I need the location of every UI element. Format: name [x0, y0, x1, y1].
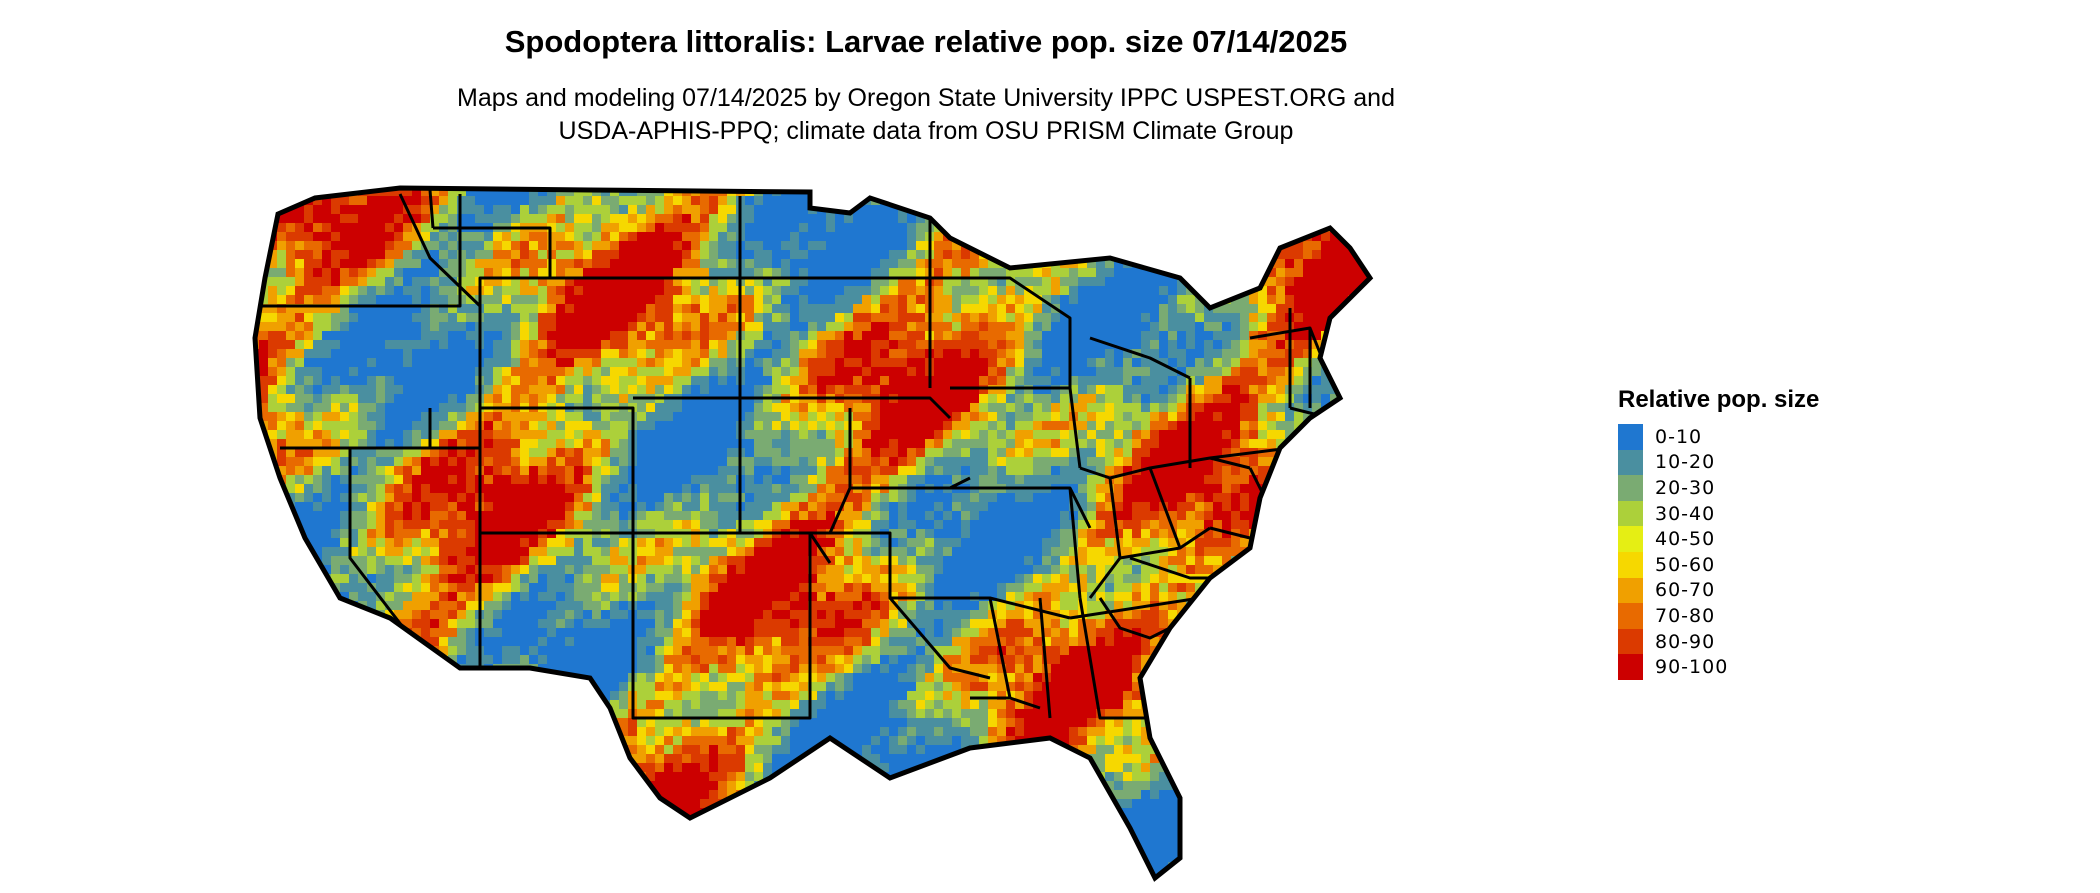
- legend-label: 70-80: [1655, 604, 1716, 627]
- legend-label: 10-20: [1655, 451, 1716, 474]
- map-subtitle-line-1: Maps and modeling 07/14/2025 by Oregon S…: [457, 84, 1395, 112]
- legend-swatch: [1618, 526, 1643, 552]
- legend-item: 10-20: [1618, 449, 1918, 476]
- legend-item: 50-60: [1618, 551, 1918, 578]
- legend-item: 60-70: [1618, 577, 1918, 604]
- map-subtitle-line-2: USDA-APHIS-PPQ; climate data from OSU PR…: [558, 117, 1294, 145]
- legend-label: 30-40: [1655, 502, 1716, 525]
- state-borders: [258, 189, 1332, 729]
- legend-label: 90-100: [1655, 656, 1729, 679]
- legend-item: 40-50: [1618, 526, 1918, 552]
- legend-swatch: [1618, 603, 1643, 629]
- legend-swatch: [1618, 628, 1643, 655]
- legend: Relative pop. size 0-10 10-20 20-30 30-40 40…: [1618, 386, 1918, 680]
- legend-swatch: [1618, 475, 1643, 501]
- legend-item: 30-40: [1618, 500, 1918, 527]
- legend-item: 0-10: [1618, 424, 1918, 450]
- legend-swatch: [1618, 654, 1643, 680]
- legend-label: 60-70: [1655, 579, 1716, 602]
- legend-items: 0-10 10-20 20-30 30-40 40-50 50-60 60-70 70-80 8…: [1618, 424, 1918, 680]
- legend-swatch: [1618, 551, 1643, 578]
- legend-label: 20-30: [1655, 476, 1716, 499]
- legend-swatch: [1618, 449, 1643, 476]
- us-map: [250, 178, 1610, 893]
- legend-item: 80-90: [1618, 628, 1918, 655]
- legend-title: Relative pop. size: [1618, 386, 1820, 413]
- legend-label: 0-10: [1655, 425, 1703, 448]
- legend-item: 20-30: [1618, 475, 1918, 501]
- legend-swatch: [1618, 500, 1643, 527]
- legend-label: 40-50: [1655, 528, 1716, 551]
- legend-swatch: [1618, 424, 1643, 450]
- map-subtitle: Maps and modeling 07/14/2025 by Oregon S…: [0, 82, 1852, 148]
- legend-item: 90-100: [1618, 654, 1918, 680]
- legend-swatch: [1618, 577, 1643, 604]
- map-title: Spodoptera littoralis: Larvae relative p…: [504, 24, 1348, 59]
- legend-label: 80-90: [1655, 630, 1716, 653]
- legend-item: 70-80: [1618, 603, 1918, 629]
- legend-label: 50-60: [1655, 553, 1716, 576]
